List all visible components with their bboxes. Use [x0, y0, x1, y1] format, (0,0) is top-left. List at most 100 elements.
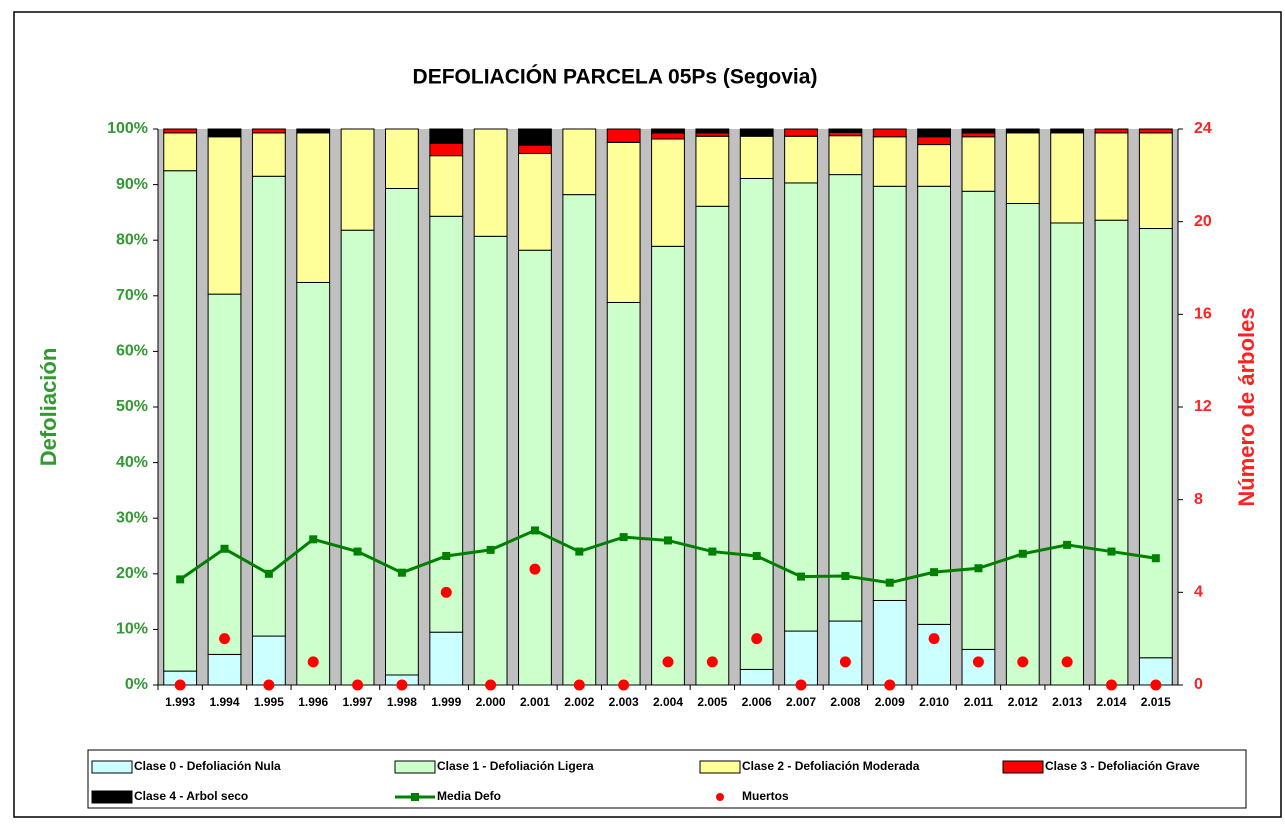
legend-label: Clase 1 - Defoliación Ligera — [437, 759, 594, 773]
x-tick-label: 2.013 — [1052, 695, 1082, 709]
bar-segment — [1050, 128, 1085, 134]
bar-segment — [207, 293, 242, 655]
legend-swatch — [699, 760, 741, 774]
bar-segment — [1138, 128, 1173, 134]
scatter-point — [928, 633, 940, 645]
bar-segment — [385, 187, 419, 676]
bar-segment — [1094, 132, 1129, 221]
bar-segment — [828, 135, 863, 176]
legend-swatch — [91, 790, 133, 804]
scatter-point — [1017, 656, 1029, 668]
bar-segment — [340, 128, 375, 231]
scatter-point — [972, 656, 984, 668]
bar-segment — [473, 128, 508, 237]
y-tick-label: 20% — [116, 565, 148, 582]
legend-swatch — [411, 793, 419, 801]
line-marker — [885, 578, 894, 587]
y-tick-label: 40% — [116, 454, 148, 471]
bar-segment — [473, 235, 508, 686]
bar-segment — [429, 155, 464, 217]
bar-segment — [917, 128, 951, 138]
bar-segment — [651, 138, 685, 247]
line-marker — [309, 535, 318, 544]
line-marker — [442, 552, 451, 561]
bar-segment — [429, 128, 464, 144]
scatter-point — [1150, 679, 1162, 691]
y-tick-label: 50% — [116, 398, 148, 415]
scatter-point — [485, 679, 497, 691]
bar-segment — [1005, 128, 1040, 134]
line-marker — [264, 569, 273, 578]
line-marker — [1107, 547, 1116, 556]
legend-box — [87, 749, 1247, 809]
bar-segment — [296, 281, 331, 686]
bar-segment — [872, 128, 907, 138]
y2-tick-label: 20 — [1194, 213, 1212, 230]
x-tick-label: 1.996 — [298, 695, 328, 709]
bar-segment — [695, 205, 730, 686]
scatter-point — [1061, 656, 1073, 668]
y-tick-label: 30% — [116, 509, 148, 526]
x-tick-label: 2.015 — [1141, 695, 1171, 709]
scatter-point — [529, 563, 541, 575]
bar-segment — [1138, 132, 1173, 230]
bar-segment — [163, 132, 198, 172]
line-marker — [619, 533, 628, 542]
line-marker — [530, 526, 539, 535]
bar-segment — [828, 174, 863, 622]
x-tick-label: 2.008 — [830, 695, 860, 709]
scatter-point — [751, 633, 763, 645]
scatter-point — [440, 586, 452, 598]
x-tick-label: 2.007 — [786, 695, 816, 709]
scatter-point — [662, 656, 674, 668]
bar-segment — [917, 136, 951, 146]
bar-segment — [784, 630, 818, 686]
bar-segment — [163, 128, 198, 134]
line-marker — [708, 547, 717, 556]
line-marker — [397, 568, 406, 577]
bar-segment — [828, 620, 863, 686]
chart-title: DEFOLIACIÓN PARCELA 05Ps (Segovia) — [413, 65, 818, 89]
scatter-point — [219, 633, 231, 645]
scatter-point — [352, 679, 364, 691]
legend-label: Muertos — [742, 789, 789, 803]
x-tick-label: 1.998 — [387, 695, 417, 709]
bar-segment — [518, 128, 552, 146]
bar-segment — [872, 136, 907, 187]
y2-tick-label: 8 — [1194, 491, 1203, 508]
legend-swatch — [394, 760, 436, 774]
legend-label: Clase 4 - Arbol seco — [134, 789, 248, 803]
y2-tick-label: 0 — [1194, 676, 1203, 693]
bar-segment — [1094, 128, 1129, 134]
bar-segment — [651, 245, 685, 686]
line-marker — [353, 547, 362, 556]
scatter-point — [706, 656, 718, 668]
y-axis-label: Defoliación — [36, 348, 61, 467]
bar-segment — [207, 128, 242, 138]
bar-segment — [828, 128, 863, 133]
scatter-point — [884, 679, 896, 691]
line-marker — [841, 572, 850, 581]
scatter-point — [618, 679, 630, 691]
bar-segment — [961, 128, 996, 134]
bar-segment — [251, 132, 286, 177]
x-tick-label: 2.014 — [1096, 695, 1126, 709]
bar-segment — [695, 132, 730, 137]
x-tick-label: 2.011 — [964, 695, 994, 709]
bar-segment — [784, 182, 818, 632]
bar-segment — [872, 185, 907, 601]
x-tick-label: 2.001 — [520, 695, 550, 709]
x-tick-label: 2.003 — [609, 695, 639, 709]
bar-segment — [296, 132, 331, 283]
x-tick-label: 2.006 — [742, 695, 772, 709]
bar-segment — [828, 131, 863, 137]
x-tick-label: 2.000 — [476, 695, 506, 709]
line-marker — [797, 572, 806, 581]
line-marker — [974, 564, 983, 573]
bar-segment — [1050, 222, 1085, 686]
bar-segment — [1005, 203, 1040, 686]
bar-segment — [207, 136, 242, 295]
bar-segment — [606, 301, 641, 686]
scatter-point — [573, 679, 585, 691]
